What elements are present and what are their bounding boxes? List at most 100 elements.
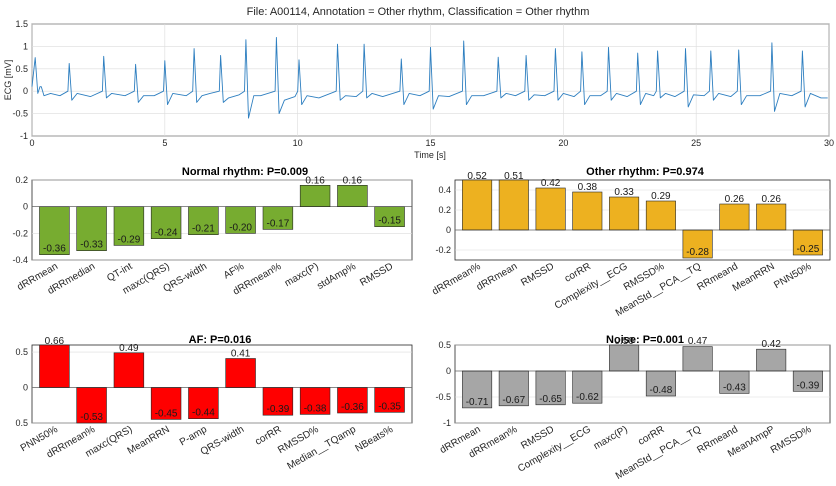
af-title: AF: P=0.016: [189, 334, 252, 346]
noise-category-label: maxc(P): [592, 424, 630, 452]
other-rhythm-data-label: -0.28: [686, 247, 709, 258]
other-rhythm-bar: [719, 203, 750, 231]
noise-bar: [609, 344, 640, 372]
other-rhythm-y-tick-label: 0.4: [438, 185, 451, 195]
normal-rhythm-bar: [150, 206, 182, 239]
other-rhythm-data-label: 0.26: [725, 194, 745, 205]
af-data-label: -0.53: [80, 412, 103, 423]
af-data-label: -0.39: [267, 404, 290, 415]
other-rhythm-data-label: 0.33: [614, 187, 634, 198]
normal-rhythm-data-label: -0.21: [192, 224, 215, 235]
noise-data-label: -0.43: [723, 382, 746, 393]
noise-data-label: -0.62: [576, 392, 599, 403]
noise-category-label: RMSSD%: [769, 424, 814, 456]
af-y-tick-label: 0: [23, 383, 28, 393]
ecg-tick-labels: 0 5 10 15 20 25 30 -1 -0.5 0 0.5 1 1.5: [12, 19, 834, 148]
normal-rhythm-data-label: -0.20: [229, 222, 252, 233]
af-data-label: -0.44: [192, 408, 215, 419]
noise-data-label: -0.39: [797, 380, 820, 391]
other-rhythm-category-label: MeanRRN: [731, 261, 777, 294]
normal-rhythm-category-label: maxc(P): [283, 261, 321, 289]
other-rhythm-bar: [645, 200, 676, 231]
other-rhythm-y-tick-label: 0: [446, 225, 451, 235]
other-rhythm-category-label: RMSSD: [519, 261, 556, 289]
af-bar: [262, 387, 294, 416]
af-data-label: -0.36: [341, 402, 364, 413]
ecg-trace-line: [31, 36, 828, 119]
af-bar: [150, 387, 182, 420]
noise-bar: [462, 370, 493, 409]
noise-y-tick-label: -0.5: [435, 392, 451, 402]
normal-rhythm-bar: [337, 185, 368, 207]
noise-data-label: -0.65: [539, 394, 562, 405]
noise-bar: [535, 370, 566, 406]
normal-rhythm-y-tick-label: -0.2: [12, 228, 28, 238]
noise-bar: [645, 370, 676, 397]
other-rhythm-category-label: PNN50%: [772, 261, 813, 291]
af-bar: [39, 344, 70, 388]
other-rhythm-y-tick-label: -0.2: [435, 245, 451, 255]
af-y-tick-label: 0.5: [15, 347, 28, 357]
af-category-label: Median__TQamp: [285, 424, 358, 472]
ecg-y-tick-label: -1: [20, 131, 28, 141]
normal-rhythm-data-label: 0.16: [343, 175, 363, 186]
af-bar: [337, 387, 368, 414]
normal-rhythm-y-tick-label: 0: [23, 202, 28, 212]
normal-rhythm-bar: [76, 206, 107, 251]
noise-data-label: 0.42: [761, 339, 781, 350]
normal-rhythm-data-label: -0.17: [267, 218, 290, 229]
other-rhythm-data-label: 0.26: [761, 194, 781, 205]
ecg-x-tick-label: 5: [162, 138, 167, 148]
other-rhythm-bar: [535, 187, 566, 231]
other-rhythm-data-label: 0.29: [651, 191, 671, 202]
normal-rhythm-y-tick-label: -0.4: [12, 255, 28, 265]
noise-y-tick-label: 0.5: [438, 340, 451, 350]
other-rhythm-data-label: 0.38: [578, 182, 598, 193]
normal-rhythm-bar: [113, 206, 145, 246]
noise-bar: [756, 348, 787, 372]
noise-data-label: 0.50: [614, 336, 634, 347]
normal-rhythm-bar: [188, 206, 219, 235]
af-bar: [76, 387, 107, 424]
noise-y-tick-label: -1: [443, 418, 451, 428]
other-rhythm-data-label: 0.51: [504, 171, 524, 182]
ecg-y-tick-label: -0.5: [12, 109, 28, 119]
normal-rhythm-bar: [39, 206, 70, 255]
ecg-y-tick-label: 0: [23, 86, 28, 96]
noise-bar: [498, 370, 529, 407]
af-category-label: NBeats%: [353, 424, 395, 454]
other-rhythm-bar: [462, 179, 493, 231]
normal-rhythm-bar: [299, 185, 331, 207]
ecg-y-tick-label: 1: [23, 41, 28, 51]
ecg-y-tick-label: 0.5: [15, 64, 28, 74]
noise-data-label: -0.71: [466, 397, 489, 408]
normal-rhythm-y-tick-label: 0.2: [15, 175, 28, 185]
other-rhythm-data-label: 0.52: [467, 171, 487, 182]
normal-rhythm-data-label: -0.24: [155, 228, 178, 239]
noise-data-label: -0.48: [650, 385, 673, 396]
other-rhythm-title: Other rhythm: P=0.974: [586, 166, 705, 178]
normal-rhythm-category-label: RMSSD: [358, 261, 395, 289]
normal-rhythm-chart: Normal rhythm: P=0.009 -0.4-0.200.2-0.36…: [12, 166, 413, 298]
af-y-tick-label: 0.5: [15, 418, 28, 428]
normal-rhythm-data-label: -0.29: [118, 234, 141, 245]
other-rhythm-bar: [609, 196, 640, 231]
other-rhythm-y-tick-label: 0.2: [438, 205, 451, 215]
ecg-x-tick-label: 10: [293, 138, 303, 148]
noise-bar: [682, 346, 713, 372]
af-data-label: 0.49: [119, 343, 139, 354]
other-rhythm-chart: Other rhythm: P=0.974 -0.2 0 0.2 0.4 0.52 dRR…: [430, 166, 831, 319]
noise-data-label: 0.47: [688, 336, 708, 347]
ecg-grid: [31, 23, 830, 137]
other-rhythm-bar: [756, 203, 787, 231]
normal-rhythm-data-label: 0.16: [305, 175, 325, 186]
figure-title: File: A00114, Annotation = Other rhythm,…: [247, 6, 590, 18]
normal-rhythm-category-label: AF%: [222, 261, 246, 281]
other-rhythm-category-label: dRRmean%: [430, 261, 482, 298]
af-category-label: MeanRRN: [126, 424, 172, 457]
noise-data-label: -0.67: [502, 395, 525, 406]
ecg-chart: 0 5 10 15 20 25 30 -1 -0.5 0 0.5 1 1.5 Time [s] ECG …: [3, 19, 834, 160]
noise-y-tick-label: 0: [446, 366, 451, 376]
ecg-y-tick-label: 1.5: [15, 19, 28, 29]
normal-rhythm-data-label: -0.36: [43, 244, 66, 255]
